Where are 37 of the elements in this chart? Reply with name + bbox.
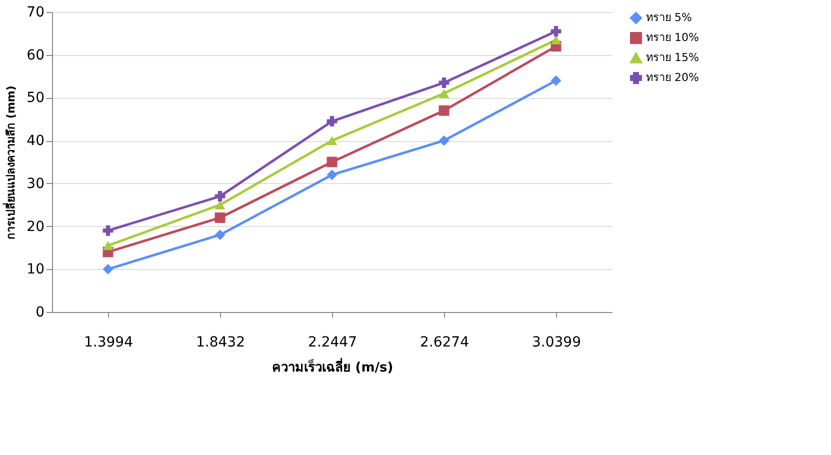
x-tick-label: 2.2447 xyxy=(308,334,357,350)
y-tick-label: 10 xyxy=(26,262,44,278)
point xyxy=(438,88,450,98)
y-tick-label: 70 xyxy=(26,4,44,20)
point xyxy=(326,136,338,146)
point xyxy=(102,264,114,274)
point xyxy=(550,26,562,37)
point xyxy=(102,225,114,236)
y-axis-title: การเปลี่ยนแปลงความลึก (mm) xyxy=(2,86,18,240)
y-tick-label: 50 xyxy=(26,90,44,106)
y-tick-label: 40 xyxy=(26,133,44,150)
point xyxy=(438,135,450,146)
legend-label: ทราย 15% xyxy=(646,51,699,64)
point xyxy=(550,75,562,86)
point xyxy=(102,241,114,250)
y-tick-label: 60 xyxy=(26,47,44,64)
point xyxy=(326,170,338,180)
point xyxy=(326,156,338,168)
x-tick-label: 1.8432 xyxy=(196,334,245,350)
point xyxy=(214,200,226,210)
point xyxy=(438,77,450,88)
point xyxy=(438,105,450,116)
legend-label: ทราย 20% xyxy=(646,71,699,84)
x-axis-title: ความเร็วเฉลี่ย (m/s) xyxy=(272,358,394,376)
x-tick-label: 2.6274 xyxy=(420,334,470,350)
point xyxy=(214,212,226,223)
y-tick-label: 20 xyxy=(26,218,44,235)
y-tick-label: 30 xyxy=(26,176,44,192)
point xyxy=(550,35,562,44)
x-tick-label: 3.0399 xyxy=(532,334,581,350)
point xyxy=(214,230,226,240)
legend-label: ทราย 10% xyxy=(646,31,699,44)
x-tick-label: 1.3994 xyxy=(84,334,134,350)
legend-label: ทราย 5% xyxy=(646,11,692,24)
y-tick-label: 0 xyxy=(36,304,44,320)
point xyxy=(326,116,338,127)
point xyxy=(214,191,226,202)
